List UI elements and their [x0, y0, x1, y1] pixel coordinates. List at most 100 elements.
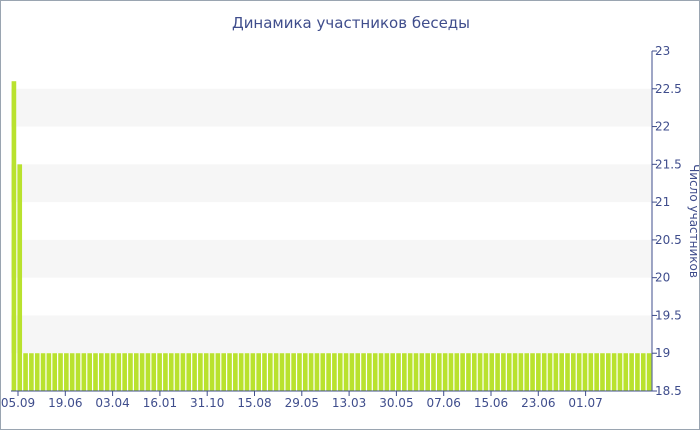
bar — [337, 353, 343, 391]
bar — [518, 353, 524, 391]
bar — [541, 353, 547, 391]
y-axis-title: Число участников — [687, 164, 700, 278]
bar — [221, 353, 227, 391]
bar — [442, 353, 448, 391]
bar — [192, 353, 197, 391]
bar — [390, 353, 395, 391]
bar — [87, 353, 92, 391]
bar — [565, 353, 570, 391]
bar — [425, 353, 430, 391]
bar — [466, 353, 471, 391]
bar — [576, 353, 582, 391]
bar — [11, 81, 17, 391]
bar — [361, 353, 366, 391]
bar — [203, 353, 209, 391]
y-tick-label: 20.5 — [655, 233, 682, 247]
bar — [174, 353, 180, 391]
x-tick-label: 31.10 — [190, 396, 224, 410]
bar — [635, 353, 640, 391]
bar — [233, 353, 238, 391]
bar — [99, 353, 104, 391]
bar — [285, 353, 291, 391]
bar — [320, 353, 326, 391]
bar — [104, 353, 110, 391]
bar — [40, 353, 46, 391]
x-tick-labels: 05.09 19.06 03.04 16.01 31.10 15.08 29.05 13.03… — [1, 391, 603, 410]
bar — [227, 353, 232, 391]
bar — [396, 353, 401, 391]
y-tick-label: 22 — [655, 120, 670, 134]
grid-band — [11, 88, 652, 127]
x-tick-label: 15.06 — [474, 396, 508, 410]
bar — [46, 353, 52, 391]
bar — [483, 353, 489, 391]
x-tick-label: 19.06 — [48, 396, 82, 410]
y-tick-label: 21.5 — [655, 157, 682, 171]
bar — [58, 353, 63, 391]
bar — [69, 353, 75, 391]
bars — [11, 81, 652, 391]
bar — [431, 353, 436, 391]
bar — [17, 164, 23, 391]
bar — [209, 353, 215, 391]
x-tick-label: 15.08 — [237, 396, 271, 410]
bar — [139, 353, 145, 391]
bar — [640, 353, 646, 391]
bar — [343, 353, 349, 391]
grid-band — [11, 164, 652, 203]
grid-bands — [11, 88, 652, 354]
bar — [133, 353, 139, 391]
x-tick-label: 03.04 — [95, 396, 129, 410]
bar — [273, 353, 279, 391]
y-tick-label: 20 — [655, 271, 670, 285]
bar — [23, 353, 28, 391]
x-tick-label: 13.03 — [332, 396, 366, 410]
bar — [151, 353, 157, 391]
bar — [372, 353, 378, 391]
x-tick-label: 16.01 — [143, 396, 177, 410]
bar — [460, 353, 465, 391]
bar — [186, 353, 192, 391]
bar — [116, 353, 122, 391]
bar — [157, 353, 162, 391]
bar — [489, 353, 495, 391]
y-tick-label: 22.5 — [655, 82, 682, 96]
bar — [646, 353, 652, 391]
bar — [506, 353, 512, 391]
bar — [145, 353, 151, 391]
bar — [629, 353, 634, 391]
x-tick-label: 07.06 — [427, 396, 461, 410]
bar — [198, 353, 203, 391]
bar — [477, 353, 483, 391]
bar — [407, 353, 413, 391]
bar — [291, 353, 296, 391]
bar — [384, 353, 390, 391]
bar — [128, 353, 133, 391]
bar — [623, 353, 629, 391]
bar — [448, 353, 454, 391]
bar — [238, 353, 244, 391]
bar — [582, 353, 588, 391]
y-tick-labels: 18.5 19 19.5 20 20.5 21 21.5 22 22.5 23 — [652, 44, 682, 398]
bar — [332, 353, 337, 391]
bar — [530, 353, 535, 391]
bar — [553, 353, 559, 391]
bar — [512, 353, 518, 391]
bar — [168, 353, 174, 391]
bar — [93, 353, 98, 391]
x-tick-label: 23.06 — [521, 396, 555, 410]
bar — [256, 353, 261, 391]
x-tick-label: 30.05 — [379, 396, 413, 410]
bar — [402, 353, 407, 391]
bar — [29, 353, 34, 391]
bar — [559, 353, 564, 391]
bar — [122, 353, 127, 391]
x-tick-label: 29.05 — [285, 396, 319, 410]
x-tick-label: 05.09 — [1, 396, 35, 410]
bar — [436, 353, 442, 391]
y-tick-label: 18.5 — [655, 384, 682, 398]
grid-band — [11, 239, 652, 278]
bar — [64, 353, 69, 391]
bar — [250, 353, 256, 391]
